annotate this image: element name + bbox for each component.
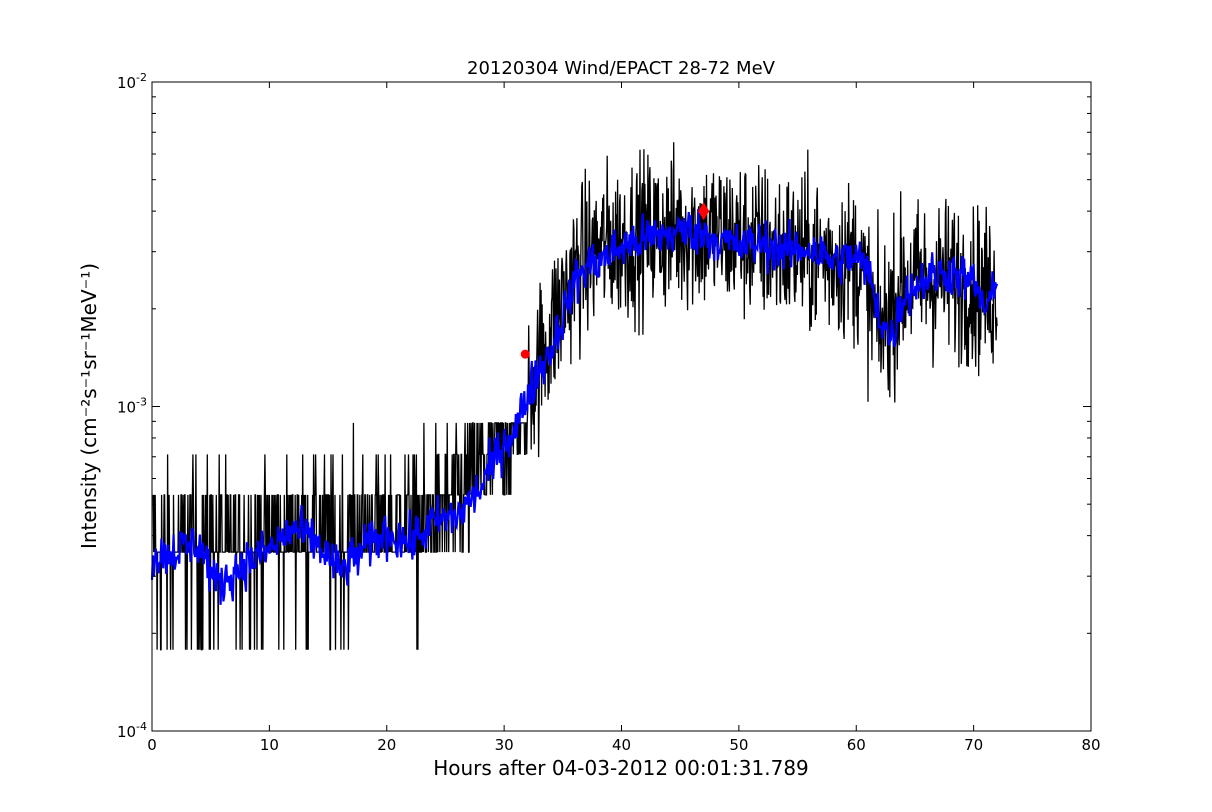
x-tick-label: 40 [612,736,631,754]
x-tick-label: 80 [1081,736,1100,754]
ticks-layer: 0 10 20 30 40 50 60 70 80 10-4 10-3 10-2 [117,71,1101,754]
marker-2 [698,202,710,221]
x-tick-label: 0 [147,736,157,754]
x-tick-label: 20 [377,736,396,754]
x-tick-label: 60 [847,736,866,754]
y-axis-title: Intensity (cm⁻²s⁻¹sr⁻¹MeV⁻¹) [77,263,101,549]
y-tick-label: 10-3 [117,396,147,417]
marker-1 [520,349,530,359]
plot-frame [151,81,1092,732]
y-tick-label: 10-2 [117,71,147,92]
y-tick-label: 10-4 [117,720,147,741]
x-axis-title: Hours after 04-03-2012 00:01:31.789 [433,756,809,780]
x-tick-label: 10 [260,736,279,754]
x-tick-label: 50 [729,736,748,754]
x-tick-label: 70 [964,736,983,754]
smoothed-intensity-line [150,208,999,605]
x-tick-label: 30 [495,736,514,754]
chart-title: 20120304 Wind/EPACT 28-72 MeV [467,58,776,79]
raw-intensity-line [152,142,998,651]
series-layer [150,142,999,651]
